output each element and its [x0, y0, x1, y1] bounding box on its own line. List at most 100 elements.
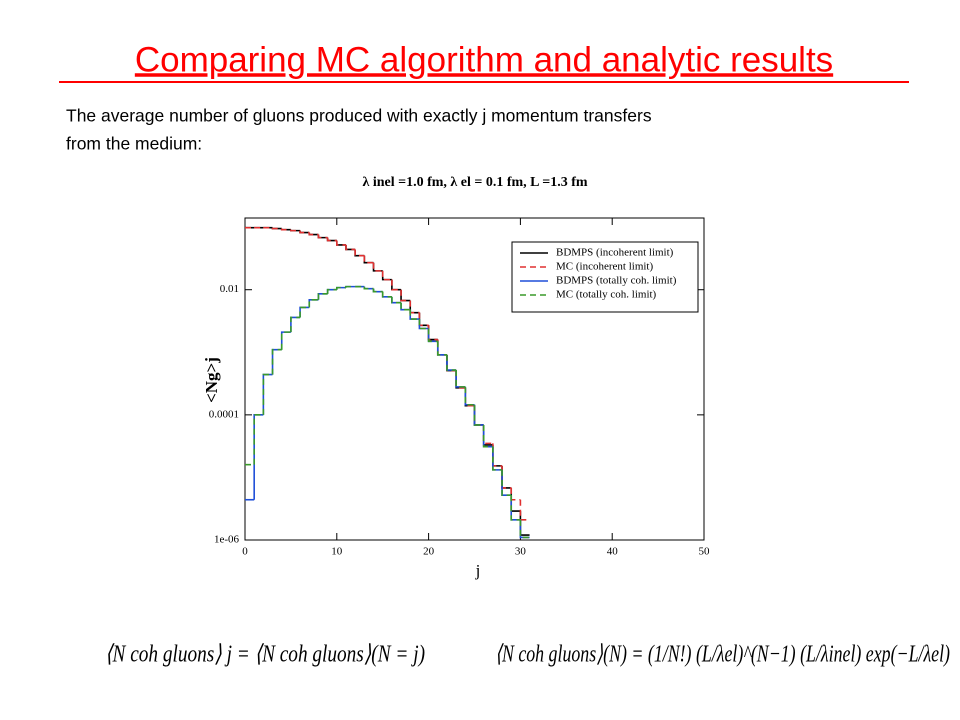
- histogram-step: [317, 293, 328, 300]
- histogram-step: [418, 312, 429, 327]
- histogram-step: [280, 228, 291, 231]
- histogram-step: [391, 296, 402, 304]
- histogram-step: [381, 291, 392, 298]
- histogram-step: [308, 298, 319, 308]
- histogram-step: [391, 296, 402, 304]
- histogram-step: [308, 298, 319, 308]
- histogram-step: [473, 404, 484, 426]
- histogram-step: [455, 370, 466, 389]
- histogram-step: [354, 249, 365, 257]
- histogram-step: [455, 370, 466, 389]
- histogram-step: [409, 309, 420, 320]
- histogram-step: [436, 339, 447, 356]
- x-tick-label: 30: [515, 546, 527, 558]
- histogram-step: [271, 227, 282, 230]
- histogram-step: [464, 386, 475, 406]
- body-text: from the medium:: [66, 134, 202, 154]
- histogram-step: [400, 289, 411, 302]
- x-tick-label: 40: [607, 546, 619, 558]
- legend-label: MC (totally coh. limit): [556, 289, 657, 301]
- histogram-step: [501, 469, 512, 496]
- histogram-step: [391, 279, 402, 291]
- histogram-step: [290, 316, 301, 333]
- histogram-step: [317, 293, 328, 300]
- equation: ⟨N coh gluons⟩(N) = (1/N!) (L/λel)^(N−1)…: [495, 642, 950, 668]
- histogram-step: [400, 302, 411, 311]
- histogram-step: [436, 341, 447, 356]
- x-tick-label: 10: [331, 546, 343, 558]
- histogram-step: [418, 319, 429, 330]
- body-text: The average number of gluons produced wi…: [66, 106, 652, 126]
- histogram-step: [519, 519, 530, 539]
- legend-label: BDMPS (incoherent limit): [556, 247, 674, 259]
- histogram-step: [418, 312, 429, 327]
- histogram-step: [501, 465, 512, 489]
- y-tick-label: 0.01: [220, 283, 239, 295]
- histogram-step: [336, 286, 346, 290]
- y-tick-label: 0.0001: [209, 408, 239, 420]
- histogram-step: [427, 325, 438, 341]
- histogram-step: [381, 270, 392, 281]
- histogram-step: [446, 354, 457, 372]
- histogram-step: [464, 387, 475, 407]
- histogram-step: [345, 244, 356, 251]
- histogram-step: [492, 443, 503, 467]
- histogram-step: [409, 300, 420, 314]
- histogram-step: [262, 373, 273, 415]
- histogram-step: [510, 495, 521, 521]
- histogram-step: [482, 424, 493, 445]
- histogram-step: [519, 499, 530, 521]
- histogram-step: [253, 414, 264, 500]
- histogram-step: [446, 354, 457, 372]
- histogram-step: [455, 370, 466, 388]
- histogram-step: [336, 240, 346, 246]
- histogram-step: [326, 237, 337, 242]
- histogram-step: [418, 319, 429, 330]
- histogram-step: [436, 341, 447, 356]
- equation: ⟨N coh gluons⟩ j = ⟨N coh gluons⟩(N = j): [105, 642, 425, 668]
- histogram-step: [317, 234, 328, 239]
- histogram-step: [427, 328, 438, 343]
- histogram-step: [372, 288, 383, 293]
- y-tick-label: 1e-06: [214, 534, 240, 546]
- x-tick-label: 20: [423, 546, 435, 558]
- x-tick-label: 0: [242, 546, 248, 558]
- histogram-step: [473, 405, 484, 426]
- histogram-step: [290, 229, 301, 232]
- histogram-step: [299, 230, 310, 234]
- histogram-step: [400, 289, 411, 302]
- histogram-step: [473, 404, 484, 426]
- histogram-step: [354, 249, 365, 257]
- histogram-step: [271, 348, 282, 375]
- histogram-step: [482, 424, 493, 446]
- histogram-step: [299, 306, 310, 318]
- histogram-step: [363, 286, 374, 290]
- histogram-step: [519, 511, 530, 536]
- histogram-step: [492, 446, 503, 471]
- y-axis-label: <Ng>j: [202, 357, 221, 403]
- histogram-step: [326, 288, 337, 294]
- histogram-step: [381, 270, 392, 281]
- histogram-step: [427, 325, 438, 341]
- histogram-step: [299, 306, 310, 318]
- histogram-step: [510, 487, 521, 501]
- histogram-step: [280, 331, 291, 350]
- histogram-step: [510, 495, 521, 521]
- histogram-step: [464, 387, 475, 407]
- histogram-step: [363, 255, 374, 264]
- histogram-step: [363, 255, 374, 264]
- histogram-step: [400, 302, 411, 311]
- histogram-step: [473, 405, 484, 426]
- histogram-step: [446, 354, 457, 371]
- histogram-step: [492, 444, 503, 467]
- histogram-step: [372, 262, 383, 272]
- histogram-step: [308, 232, 319, 236]
- x-axis-label: j: [475, 561, 481, 580]
- histogram-step: [290, 316, 301, 333]
- chart-title: λ inel =1.0 fm, λ el = 0.1 fm, L =1.3 fm: [362, 175, 587, 190]
- histogram-step: [253, 414, 264, 465]
- histogram-step: [446, 354, 457, 371]
- plot-frame: [244, 217, 705, 541]
